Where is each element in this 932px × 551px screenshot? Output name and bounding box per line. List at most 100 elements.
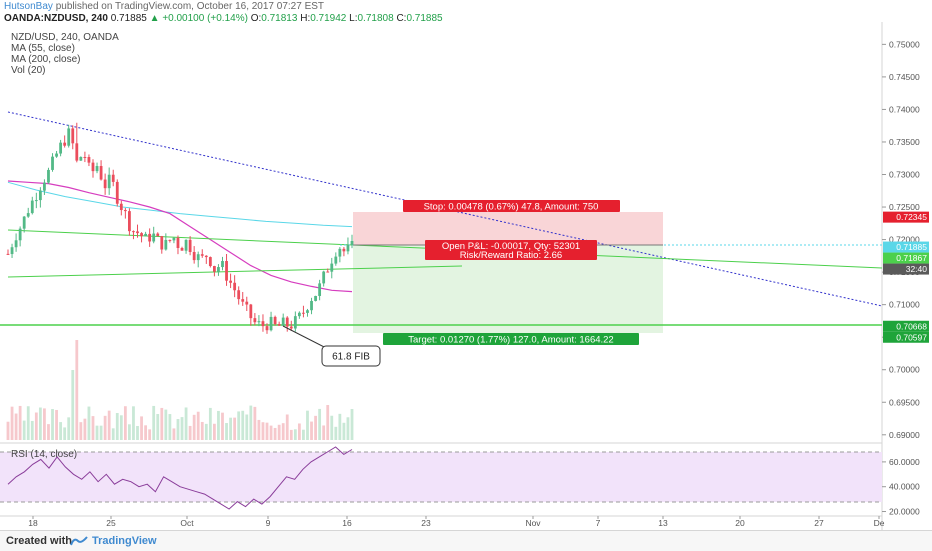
volume-bar xyxy=(225,423,228,440)
volume-bar xyxy=(132,406,135,440)
volume-bar xyxy=(156,414,160,440)
volume-bar xyxy=(277,424,281,440)
volume-bar xyxy=(253,406,257,440)
candle-body xyxy=(241,299,245,302)
candle-body xyxy=(261,321,265,327)
volume-bar xyxy=(314,415,317,440)
volume-bar xyxy=(293,429,297,440)
volume-bar xyxy=(269,425,273,440)
candle-body xyxy=(314,295,317,301)
volume-bar xyxy=(233,417,237,440)
price-tick-label: 0.75000 xyxy=(889,39,920,49)
candle-body xyxy=(83,156,87,158)
candle-body xyxy=(204,255,208,258)
candle-body xyxy=(334,256,338,264)
candle-body xyxy=(225,261,228,281)
candle-body xyxy=(132,231,135,233)
price-tag-label: 0.71867 xyxy=(896,253,927,263)
volume-bar xyxy=(103,415,107,440)
rsi-legend[interactable]: RSI (14, close) xyxy=(11,449,78,460)
candle-body xyxy=(140,233,143,237)
stop-annotation: Stop: 0.00478 (0.67%) 47.8, Amount: 750 xyxy=(403,200,620,213)
legend-title[interactable]: NZD/USD, 240, OANDA xyxy=(11,32,119,43)
time-tick-label: 16 xyxy=(342,518,352,528)
volume-bar xyxy=(75,340,79,440)
candle-body xyxy=(249,304,253,319)
candle-body xyxy=(144,233,147,237)
candle-body xyxy=(10,247,14,255)
candle-body xyxy=(55,153,58,157)
volume-bar xyxy=(115,413,119,440)
candle-body xyxy=(188,239,192,252)
time-axis-ticks: 18 25 Oct 9 16 23 Nov 7 13 20 27 De xyxy=(28,516,885,528)
tradingview-link[interactable]: TradingView xyxy=(92,535,157,547)
candle-body xyxy=(99,166,103,180)
volume-bar xyxy=(265,422,269,440)
volume-bar xyxy=(188,425,192,440)
volume-bar xyxy=(140,416,143,440)
published-text: published on TradingView.com, October 16… xyxy=(55,1,325,12)
high-value: 0.71942 xyxy=(310,13,347,24)
candle-body xyxy=(168,239,172,241)
time-tick-label: 9 xyxy=(266,518,271,528)
candle-body xyxy=(350,241,354,245)
price-tick-label: 0.74000 xyxy=(889,104,920,114)
candle-body xyxy=(123,210,127,212)
volume-bar xyxy=(326,405,330,440)
volume-bar xyxy=(350,409,354,440)
candle-body xyxy=(22,216,26,229)
candle-body xyxy=(156,233,160,237)
volume-bar xyxy=(257,419,261,440)
legend-ma55[interactable]: MA (55, close) xyxy=(11,43,75,54)
volume-bars xyxy=(6,340,354,440)
candle-body xyxy=(63,142,67,146)
candle-body xyxy=(59,142,63,154)
price-tag xyxy=(883,320,929,332)
volume-bar xyxy=(180,417,184,440)
candle-body xyxy=(285,317,289,327)
change-value: +0.00100 (+0.14%) xyxy=(162,13,248,24)
price-tick-label: 0.73500 xyxy=(889,137,920,147)
price-tick-label: 0.69500 xyxy=(889,397,920,407)
candle-body xyxy=(338,248,342,257)
volume-bar xyxy=(10,406,14,440)
time-tick-label: 27 xyxy=(814,518,824,528)
candle-body xyxy=(326,271,330,273)
volume-bar xyxy=(172,428,176,440)
author-link[interactable]: HutsonBay xyxy=(4,1,53,12)
volume-bar xyxy=(111,428,115,440)
volume-bar xyxy=(334,426,338,440)
candle-body xyxy=(107,174,111,189)
candle-body xyxy=(184,239,188,251)
time-tick-label: Oct xyxy=(180,518,194,528)
candle-body xyxy=(229,280,232,283)
candle-body xyxy=(277,324,281,326)
volume-bar xyxy=(221,412,224,440)
volume-bar xyxy=(241,410,245,440)
candle-body xyxy=(237,290,241,300)
target-label: Target: 0.01270 (1.77%) 127.0, Amount: 1… xyxy=(408,335,613,346)
dotted-trendline xyxy=(7,111,883,307)
volume-bar xyxy=(160,407,164,440)
candle-body xyxy=(273,316,277,325)
time-tick-label: Nov xyxy=(525,518,541,528)
volume-bar xyxy=(51,409,54,440)
volume-bar xyxy=(91,416,95,440)
volume-bar xyxy=(204,423,208,440)
legend-vol[interactable]: Vol (20) xyxy=(11,65,46,76)
price-axis-ticks: 0.75000 0.74500 0.74000 0.73500 0.73000 0.725… xyxy=(882,39,920,440)
chart-canvas: 0.75000 0.74500 0.74000 0.73500 0.73000 0.725… xyxy=(0,22,929,530)
volume-bar xyxy=(47,424,50,440)
candle-body xyxy=(119,203,123,211)
time-tick-label: 23 xyxy=(421,518,431,528)
tradingview-logo-icon[interactable] xyxy=(70,535,88,550)
volume-bar xyxy=(342,422,346,440)
price-tick-label: 0.72000 xyxy=(889,235,920,245)
price-tick-label: 0.71000 xyxy=(889,300,920,310)
legend-ma200[interactable]: MA (200, close) xyxy=(11,54,81,65)
candle-body xyxy=(289,326,293,329)
candle-body xyxy=(91,162,95,172)
candle-body xyxy=(281,317,285,326)
candle-body xyxy=(245,301,249,305)
